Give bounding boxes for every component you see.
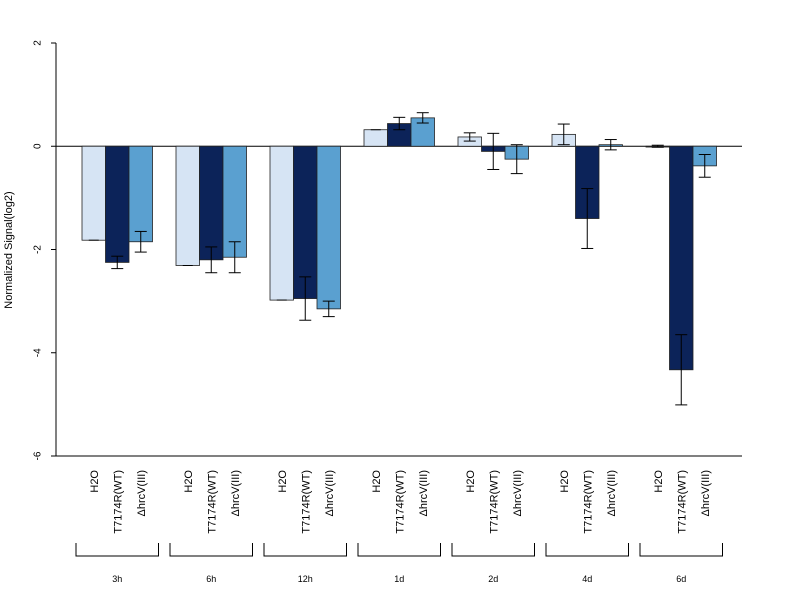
y-axis-label: Normalized Signal(log2) [3,191,15,308]
x-labels: H2O T7174R(WT) ΔhrcV(III) 3h H2O T7174R(WT) Δh… [75,470,723,584]
category-label: ΔhrcV(III) [700,470,712,516]
group-bracket [545,543,629,557]
category-label: T7174R(WT) [394,470,406,534]
bar [363,129,388,147]
category-label: H2O [371,470,383,493]
bar [316,145,341,310]
category-label: ΔhrcV(III) [136,470,148,516]
category-label: H2O [89,470,101,493]
category-label: ΔhrcV(III) [230,470,242,516]
category-label: T7174R(WT) [300,470,312,534]
group-label: 2d [488,574,498,584]
category-label: T7174R(WT) [112,470,124,534]
group-label: 12h [298,574,313,584]
group-label: 6h [206,574,216,584]
group-label: 6d [676,574,686,584]
group-label: 3h [112,574,122,584]
bar [128,145,153,243]
bar [105,145,130,263]
y-tick-label: 0 [33,143,44,149]
y-tick-label: -4 [33,348,44,357]
category-label: H2O [465,470,477,493]
category-label: ΔhrcV(III) [606,470,618,516]
bar [199,145,224,261]
y-tick-label: -2 [33,245,44,254]
group-bracket [169,543,253,557]
category-label: H2O [653,470,665,493]
bar [222,145,247,258]
category-label: T7174R(WT) [206,470,218,534]
category-label: T7174R(WT) [582,470,594,534]
group-label: 1d [394,574,404,584]
category-label: ΔhrcV(III) [512,470,524,516]
group-bracket [263,543,347,557]
bar [175,145,200,266]
group-bracket [75,543,159,557]
group-bracket [639,543,723,557]
category-label: ΔhrcV(III) [418,470,430,516]
category-label: T7174R(WT) [488,470,500,534]
group-label: 4d [582,574,592,584]
y-tick-label: 2 [33,40,44,46]
axes: 2 0 -2 -4 -6 [33,40,742,460]
group-bracket [357,543,441,557]
category-label: H2O [559,470,571,493]
category-label: H2O [277,470,289,493]
bar [269,145,294,301]
y-tick-label: -6 [33,451,44,460]
bar [81,145,106,241]
category-label: H2O [183,470,195,493]
bar [293,145,318,299]
group-bracket [451,543,535,557]
bars [81,112,717,406]
category-label: ΔhrcV(III) [324,470,336,516]
category-label: T7174R(WT) [676,470,688,534]
